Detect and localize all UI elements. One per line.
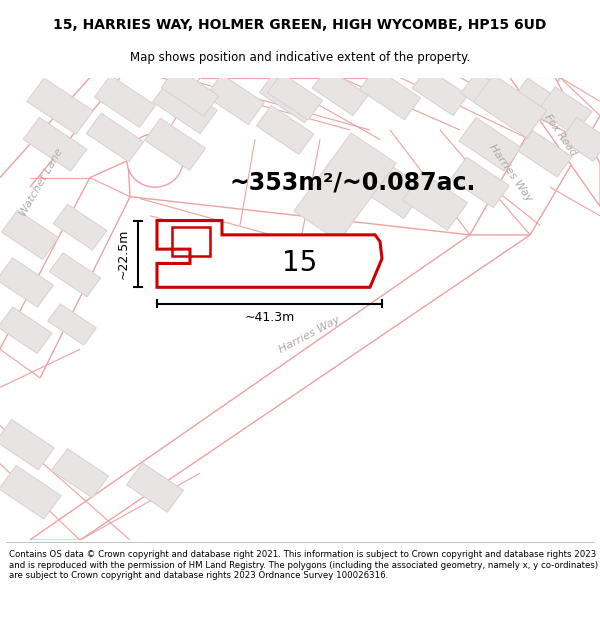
Polygon shape bbox=[86, 113, 144, 162]
Polygon shape bbox=[359, 68, 421, 120]
Polygon shape bbox=[473, 74, 547, 138]
Polygon shape bbox=[294, 133, 396, 241]
Text: ~41.3m: ~41.3m bbox=[244, 311, 295, 324]
Polygon shape bbox=[30, 235, 530, 540]
Polygon shape bbox=[152, 79, 217, 134]
Polygon shape bbox=[461, 71, 520, 122]
Text: Watchet Lane: Watchet Lane bbox=[19, 147, 65, 218]
Polygon shape bbox=[256, 106, 314, 154]
Text: Harries Way: Harries Way bbox=[487, 142, 533, 203]
Polygon shape bbox=[47, 304, 97, 345]
Polygon shape bbox=[0, 177, 130, 378]
Polygon shape bbox=[0, 307, 52, 354]
Polygon shape bbox=[145, 118, 206, 170]
Text: 15: 15 bbox=[283, 249, 317, 278]
Polygon shape bbox=[0, 419, 55, 470]
Polygon shape bbox=[206, 74, 265, 124]
Polygon shape bbox=[0, 466, 61, 519]
Polygon shape bbox=[312, 68, 368, 116]
Polygon shape bbox=[259, 71, 320, 122]
Polygon shape bbox=[23, 118, 87, 171]
Text: Map shows position and indicative extent of the property.: Map shows position and indicative extent… bbox=[130, 51, 470, 64]
Polygon shape bbox=[53, 204, 107, 250]
Polygon shape bbox=[513, 78, 567, 124]
Polygon shape bbox=[412, 68, 468, 116]
Polygon shape bbox=[127, 463, 184, 512]
Polygon shape bbox=[0, 258, 53, 307]
Polygon shape bbox=[560, 118, 600, 161]
Polygon shape bbox=[49, 253, 101, 297]
Polygon shape bbox=[403, 173, 467, 230]
Polygon shape bbox=[451, 158, 509, 208]
Polygon shape bbox=[510, 78, 600, 206]
Polygon shape bbox=[157, 221, 382, 288]
Text: Contains OS data © Crown copyright and database right 2021. This information is : Contains OS data © Crown copyright and d… bbox=[9, 550, 598, 580]
Polygon shape bbox=[27, 78, 93, 134]
Polygon shape bbox=[518, 131, 572, 177]
Polygon shape bbox=[459, 118, 521, 171]
Polygon shape bbox=[94, 76, 155, 128]
Polygon shape bbox=[268, 73, 323, 120]
Polygon shape bbox=[470, 78, 600, 235]
Polygon shape bbox=[161, 68, 219, 116]
Polygon shape bbox=[1, 210, 59, 259]
Text: 15, HARRIES WAY, HOLMER GREEN, HIGH WYCOMBE, HP15 6UD: 15, HARRIES WAY, HOLMER GREEN, HIGH WYCO… bbox=[53, 18, 547, 32]
Text: ~22.5m: ~22.5m bbox=[116, 229, 130, 279]
Text: ~353m²/~0.087ac.: ~353m²/~0.087ac. bbox=[230, 171, 476, 194]
Polygon shape bbox=[538, 87, 592, 135]
Text: Fox Road: Fox Road bbox=[542, 112, 578, 158]
Polygon shape bbox=[52, 449, 109, 498]
Polygon shape bbox=[355, 156, 425, 218]
Text: Harries Way: Harries Way bbox=[278, 314, 342, 355]
Circle shape bbox=[127, 134, 183, 187]
